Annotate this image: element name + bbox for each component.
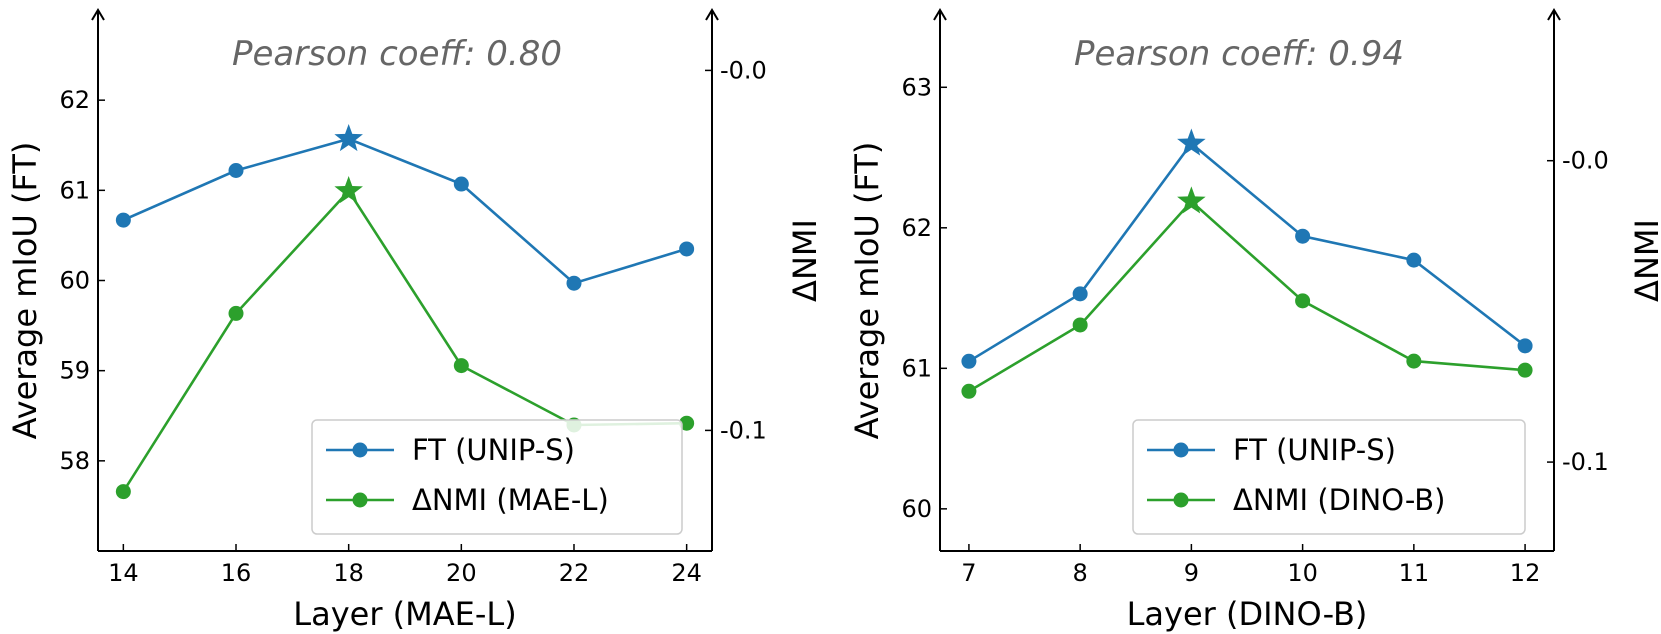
data-point (1072, 317, 1088, 333)
legend-label: FT (UNIP-S) (1233, 433, 1396, 467)
data-point (1072, 286, 1088, 302)
y-tick-label: 63 (901, 73, 932, 101)
x-tick-label: 14 (108, 559, 139, 587)
x-tick-label: 10 (1287, 559, 1318, 587)
data-point (1295, 293, 1311, 309)
y-axis-title: Average mIoU (FT) (848, 142, 886, 440)
legend-marker (1173, 442, 1189, 458)
legend-marker (352, 492, 368, 508)
left-axis-arrow-icon (933, 8, 947, 21)
legend-label: FT (UNIP-S) (412, 433, 575, 467)
data-point (115, 212, 131, 228)
y-tick-label: 60 (59, 267, 90, 295)
data-point (679, 241, 695, 257)
x-tick-label: 16 (221, 559, 252, 587)
y-tick-label: 61 (59, 176, 90, 204)
data-point (228, 305, 244, 321)
data-point (453, 358, 469, 374)
x-axis-title: Layer (MAE-L) (293, 595, 516, 633)
x-axis-title: Layer (DINO-B) (1127, 595, 1368, 633)
right-axis-arrow-icon (705, 8, 719, 21)
legend-label: ΔNMI (DINO-B) (1233, 483, 1446, 517)
legend-marker (1173, 492, 1189, 508)
data-point-star (334, 176, 363, 204)
y-tick-label: 62 (59, 86, 90, 114)
x-tick-label: 7 (961, 559, 976, 587)
legend: FT (UNIP-S) ΔNMI (DINO-B) (1132, 419, 1526, 535)
y2-axis-title: ΔNMI (786, 219, 824, 302)
y2-tick-label: -0.1 (1562, 448, 1609, 476)
legend: FT (UNIP-S) ΔNMI (MAE-L) (311, 419, 683, 535)
x-tick-label: 18 (333, 559, 364, 587)
x-tick-label: 9 (1184, 559, 1199, 587)
data-point (566, 275, 582, 291)
x-tick-label: 12 (1510, 559, 1541, 587)
y-tick-label: 58 (59, 447, 90, 475)
data-point (961, 353, 977, 369)
series-line-ft (968, 141, 1526, 363)
series-line-ft (122, 137, 688, 285)
data-point (961, 383, 977, 399)
y-tick-label: 61 (901, 354, 932, 382)
x-tick-label: 20 (446, 559, 477, 587)
legend-label: ΔNMI (MAE-L) (412, 483, 609, 517)
pearson-annotation: Pearson coeff: 0.80 (232, 34, 562, 74)
y-tick-label: 60 (901, 495, 932, 523)
data-point-star (334, 123, 363, 152)
right-axis-arrow-icon (1547, 8, 1561, 21)
x-tick-label: 11 (1399, 559, 1430, 587)
data-point (1406, 353, 1422, 369)
y2-tick-label: -0.0 (720, 56, 767, 84)
x-tick-label: 24 (671, 559, 702, 587)
data-point-star (1177, 186, 1206, 214)
y2-axis-title: ΔNMI (1628, 219, 1661, 302)
left-axis-arrow-icon (91, 8, 105, 21)
data-point (115, 484, 131, 500)
data-point (228, 162, 244, 178)
legend-box (311, 419, 683, 535)
data-point (453, 176, 469, 192)
data-point (1517, 338, 1533, 354)
chart-panel-2: 7 8 9 10 11 12 60 61 62 63 -0.1 -0.0 Layer (DINO-B) A… (848, 8, 1661, 633)
legend-marker (352, 442, 368, 458)
legend-box (1132, 419, 1526, 535)
y2-tick-label: -0.0 (1562, 147, 1609, 175)
x-tick-label: 8 (1073, 559, 1088, 587)
y2-tick-label: -0.1 (720, 416, 767, 444)
data-point (679, 415, 695, 431)
data-point (1517, 362, 1533, 378)
x-tick-label: 22 (559, 559, 590, 587)
data-point-star (1177, 128, 1206, 156)
chart-panel-1: 14 16 18 20 22 24 58 59 60 61 62 -0.1 -0.0 Layer (MAE… (6, 8, 824, 633)
data-point (1406, 252, 1422, 268)
y-tick-label: 62 (901, 214, 932, 242)
pearson-annotation: Pearson coeff: 0.94 (1074, 34, 1404, 74)
data-point (1295, 228, 1311, 244)
y-axis-title: Average mIoU (FT) (6, 142, 44, 440)
y-tick-label: 59 (59, 357, 90, 385)
series-line-nmi (968, 199, 1526, 393)
